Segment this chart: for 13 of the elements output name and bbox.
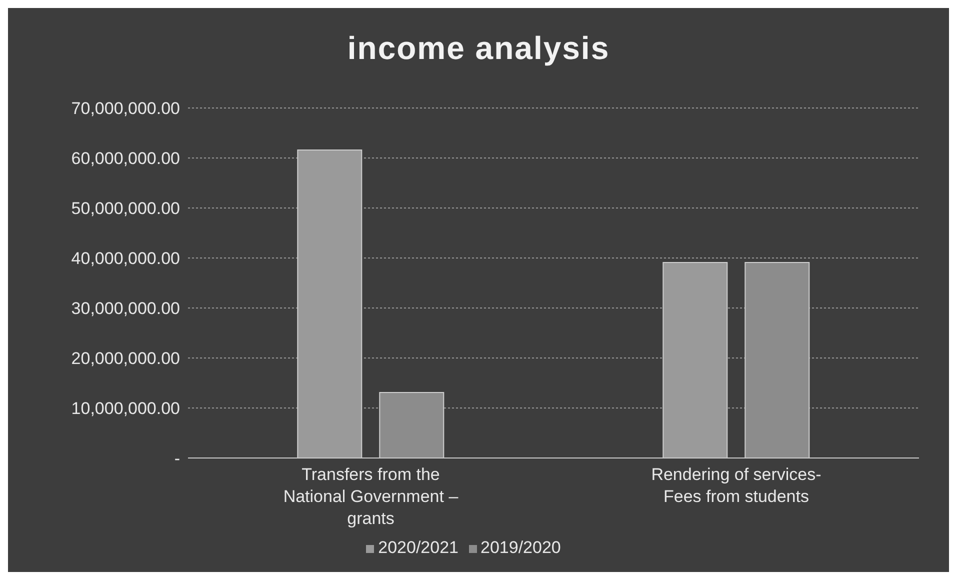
y-tick-label: 30,000,000.00 [71, 299, 180, 318]
y-tick-label: 60,000,000.00 [71, 149, 180, 168]
y-tick-label: 10,000,000.00 [71, 399, 180, 418]
y-tick-label: 40,000,000.00 [71, 249, 180, 268]
y-tick-label: 70,000,000.00 [71, 99, 180, 118]
y-tick-label: 20,000,000.00 [71, 349, 180, 368]
legend-label: 2020/2021 [378, 538, 458, 557]
x-tick-label: Rendering of services- Fees from students [651, 465, 822, 506]
y-tick-label: 50,000,000.00 [71, 199, 180, 218]
legend-label: 2019/2020 [480, 538, 561, 557]
chart-title: income analysis [346, 29, 611, 68]
x-tick-label: Transfers from the National Government – grants [283, 465, 459, 528]
y-tick-label: - [174, 449, 180, 468]
